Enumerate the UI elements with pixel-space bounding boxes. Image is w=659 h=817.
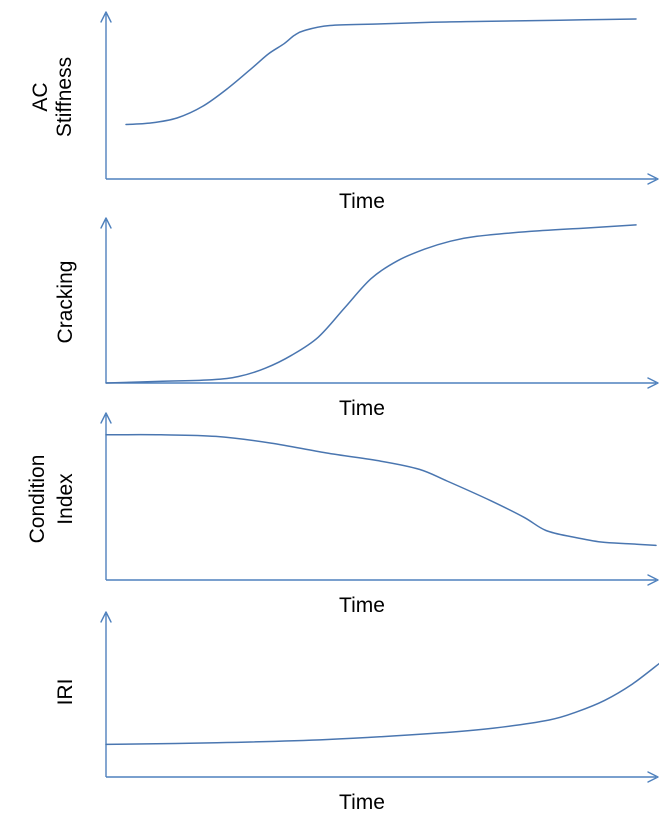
y-axis-label: AC Stiffness: [29, 57, 76, 137]
chart-panel-1: AC Stiffness Time: [29, 11, 659, 213]
y-axis-label: IRI: [54, 679, 77, 706]
x-axis: [106, 574, 659, 586]
x-axis-label: Time: [339, 594, 385, 617]
y-axis-label: Cracking: [54, 261, 77, 344]
y-axis: [100, 217, 112, 383]
y-axis-label: Condition Index: [26, 455, 77, 544]
x-axis: [106, 377, 659, 389]
x-axis: [106, 173, 659, 185]
series-line: [105, 433, 657, 547]
x-axis-label: Time: [339, 397, 385, 420]
series-line: [105, 224, 637, 384]
x-axis-label: Time: [339, 190, 385, 213]
y-axis-label-line-1: AC: [29, 82, 52, 111]
y-axis-label-line-2: Stiffness: [53, 57, 76, 137]
y-axis-label-line-1: IRI: [54, 679, 77, 706]
chart-panel-2: Cracking Time: [54, 217, 659, 420]
x-axis: [106, 771, 659, 783]
y-axis-label-line-1: Condition: [26, 455, 49, 544]
y-axis: [100, 611, 112, 777]
chart-panel-3: Condition Index Time: [26, 412, 659, 617]
x-axis-label: Time: [339, 791, 385, 814]
series-line: [105, 662, 659, 746]
chart-panel-4: IRI Time: [54, 611, 659, 814]
y-axis-label-line-1: Cracking: [54, 261, 77, 344]
y-axis: [100, 11, 112, 179]
y-axis-label-line-2: Index: [54, 473, 77, 525]
y-axis: [100, 412, 112, 580]
series-line: [125, 18, 637, 126]
